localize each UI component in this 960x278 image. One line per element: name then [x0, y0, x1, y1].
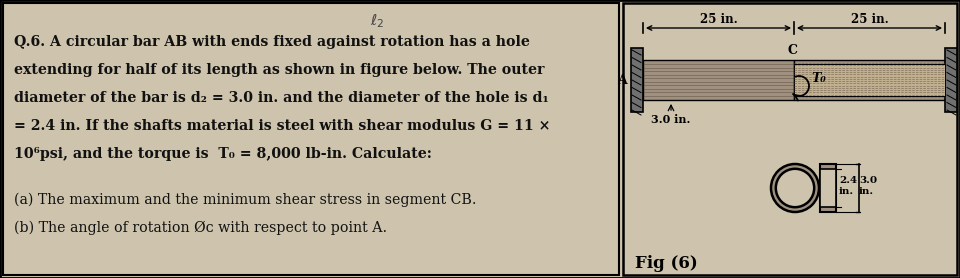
Text: 25 in.: 25 in.	[851, 13, 888, 26]
Text: Fig (6): Fig (6)	[635, 255, 698, 272]
Bar	[794, 60, 945, 100]
Bar	[631, 48, 643, 112]
Text: 10⁶psi, and the torque is  T₀ = 8,000 lb-in. Calculate:: 10⁶psi, and the torque is T₀ = 8,000 lb-…	[14, 147, 432, 161]
Text: T₀: T₀	[811, 71, 826, 85]
Bar	[820, 164, 836, 212]
Text: 3.0
in.: 3.0 in.	[859, 176, 877, 196]
Bar	[3, 3, 619, 275]
Circle shape	[771, 164, 819, 212]
Bar	[643, 60, 794, 100]
Text: A: A	[617, 73, 627, 86]
Bar	[794, 64, 945, 96]
Text: diameter of the bar is d₂ = 3.0 in. and the diameter of the hole is d₁: diameter of the bar is d₂ = 3.0 in. and …	[14, 91, 549, 105]
Text: (b) The angle of rotation Øᴄ with respect to point A.: (b) The angle of rotation Øᴄ with respec…	[14, 221, 387, 235]
Text: = 2.4 in. If the shafts material is steel with shear modulus G = 11 ×: = 2.4 in. If the shafts material is stee…	[14, 119, 550, 133]
Text: C: C	[787, 44, 797, 57]
Text: 3.0 in.: 3.0 in.	[651, 114, 690, 125]
Text: (a) The maximum and the minimum shear stress in segment CB.: (a) The maximum and the minimum shear st…	[14, 193, 476, 207]
Bar	[623, 3, 957, 275]
Circle shape	[776, 169, 814, 207]
Bar	[820, 169, 836, 207]
Text: $\mathit{\ell_2}$: $\mathit{\ell_2}$	[370, 12, 384, 30]
Text: 25 in.: 25 in.	[700, 13, 737, 26]
Text: Q.6. A circular bar AB with ends fixed against rotation has a hole: Q.6. A circular bar AB with ends fixed a…	[14, 35, 530, 49]
Text: extending for half of its length as shown in figure below. The outer: extending for half of its length as show…	[14, 63, 544, 77]
Bar	[945, 48, 957, 112]
Text: 2.4
in.: 2.4 in.	[839, 176, 857, 196]
